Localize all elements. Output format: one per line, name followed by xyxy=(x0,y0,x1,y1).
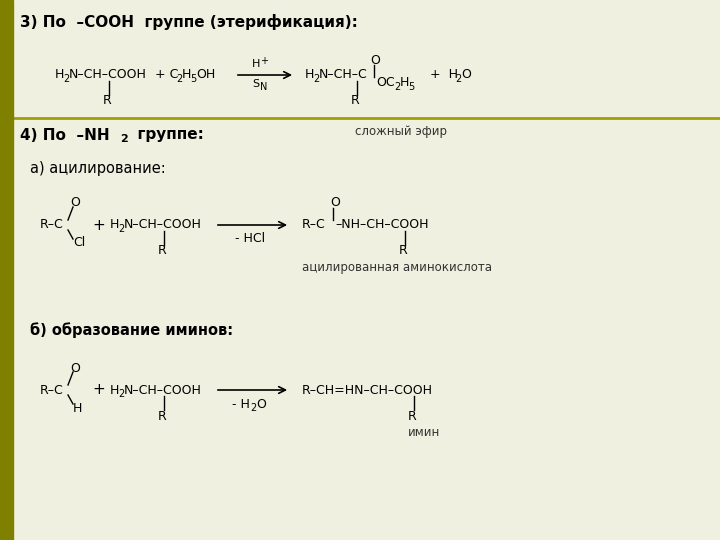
Text: O: O xyxy=(330,197,340,210)
Text: 2: 2 xyxy=(63,74,69,84)
Text: 3) По  –COOH  группе (этерификация):: 3) По –COOH группе (этерификация): xyxy=(20,14,358,30)
Text: 2: 2 xyxy=(394,82,400,92)
Text: 5: 5 xyxy=(408,82,414,92)
Text: H: H xyxy=(110,219,120,232)
Text: S: S xyxy=(252,79,259,89)
Text: 2: 2 xyxy=(118,224,125,234)
Text: O: O xyxy=(461,69,471,82)
Text: +: + xyxy=(260,56,268,66)
Text: H: H xyxy=(73,402,82,415)
Text: R: R xyxy=(158,409,167,422)
Text: H: H xyxy=(252,59,261,69)
Text: –NH–CH–COOH: –NH–CH–COOH xyxy=(335,219,428,232)
Text: R–CH=HN–CH–COOH: R–CH=HN–CH–COOH xyxy=(302,383,433,396)
Text: 5: 5 xyxy=(190,74,197,84)
Text: R: R xyxy=(158,245,167,258)
Text: N–CH–COOH: N–CH–COOH xyxy=(69,69,147,82)
Text: H: H xyxy=(55,69,64,82)
Text: O: O xyxy=(70,197,80,210)
Text: группе:: группе: xyxy=(127,127,204,143)
Text: R: R xyxy=(408,409,417,422)
Text: N–CH–COOH: N–CH–COOH xyxy=(124,219,202,232)
Text: OH: OH xyxy=(196,69,215,82)
Text: H: H xyxy=(182,69,192,82)
Text: +: + xyxy=(92,218,104,233)
Text: O: O xyxy=(70,361,80,375)
Text: R–C: R–C xyxy=(302,219,325,232)
Text: H: H xyxy=(400,77,410,90)
Text: N: N xyxy=(260,82,267,92)
Text: N–CH–C: N–CH–C xyxy=(319,69,368,82)
Text: 2: 2 xyxy=(176,74,182,84)
Text: R: R xyxy=(351,94,360,107)
Text: Cl: Cl xyxy=(73,237,85,249)
Text: 2: 2 xyxy=(250,403,256,413)
Text: 2: 2 xyxy=(118,389,125,399)
Text: 4) По  –NH: 4) По –NH xyxy=(20,127,109,143)
Text: +: + xyxy=(92,382,104,397)
Text: H: H xyxy=(305,69,315,82)
Bar xyxy=(0,0,13,540)
Text: N–CH–COOH: N–CH–COOH xyxy=(124,383,202,396)
Text: + C: + C xyxy=(155,69,179,82)
Text: 2: 2 xyxy=(313,74,319,84)
Text: R–C: R–C xyxy=(40,219,64,232)
Text: сложный эфир: сложный эфир xyxy=(355,125,447,138)
Text: ацилированная аминокислота: ацилированная аминокислота xyxy=(302,260,492,273)
Text: H: H xyxy=(110,383,120,396)
Text: +  H: + H xyxy=(430,69,458,82)
Text: имин: имин xyxy=(408,426,440,438)
Text: R: R xyxy=(103,94,112,107)
Text: а) ацилирование:: а) ацилирование: xyxy=(30,160,166,176)
Text: R: R xyxy=(399,245,408,258)
Text: - H: - H xyxy=(232,397,250,410)
Text: 2: 2 xyxy=(455,74,462,84)
Text: O: O xyxy=(370,53,380,66)
Text: - HCl: - HCl xyxy=(235,233,265,246)
Text: б) образование иминов:: б) образование иминов: xyxy=(30,322,233,338)
Text: R–C: R–C xyxy=(40,383,64,396)
Text: 2: 2 xyxy=(120,134,127,144)
Text: O: O xyxy=(256,397,266,410)
Text: OC: OC xyxy=(376,77,395,90)
